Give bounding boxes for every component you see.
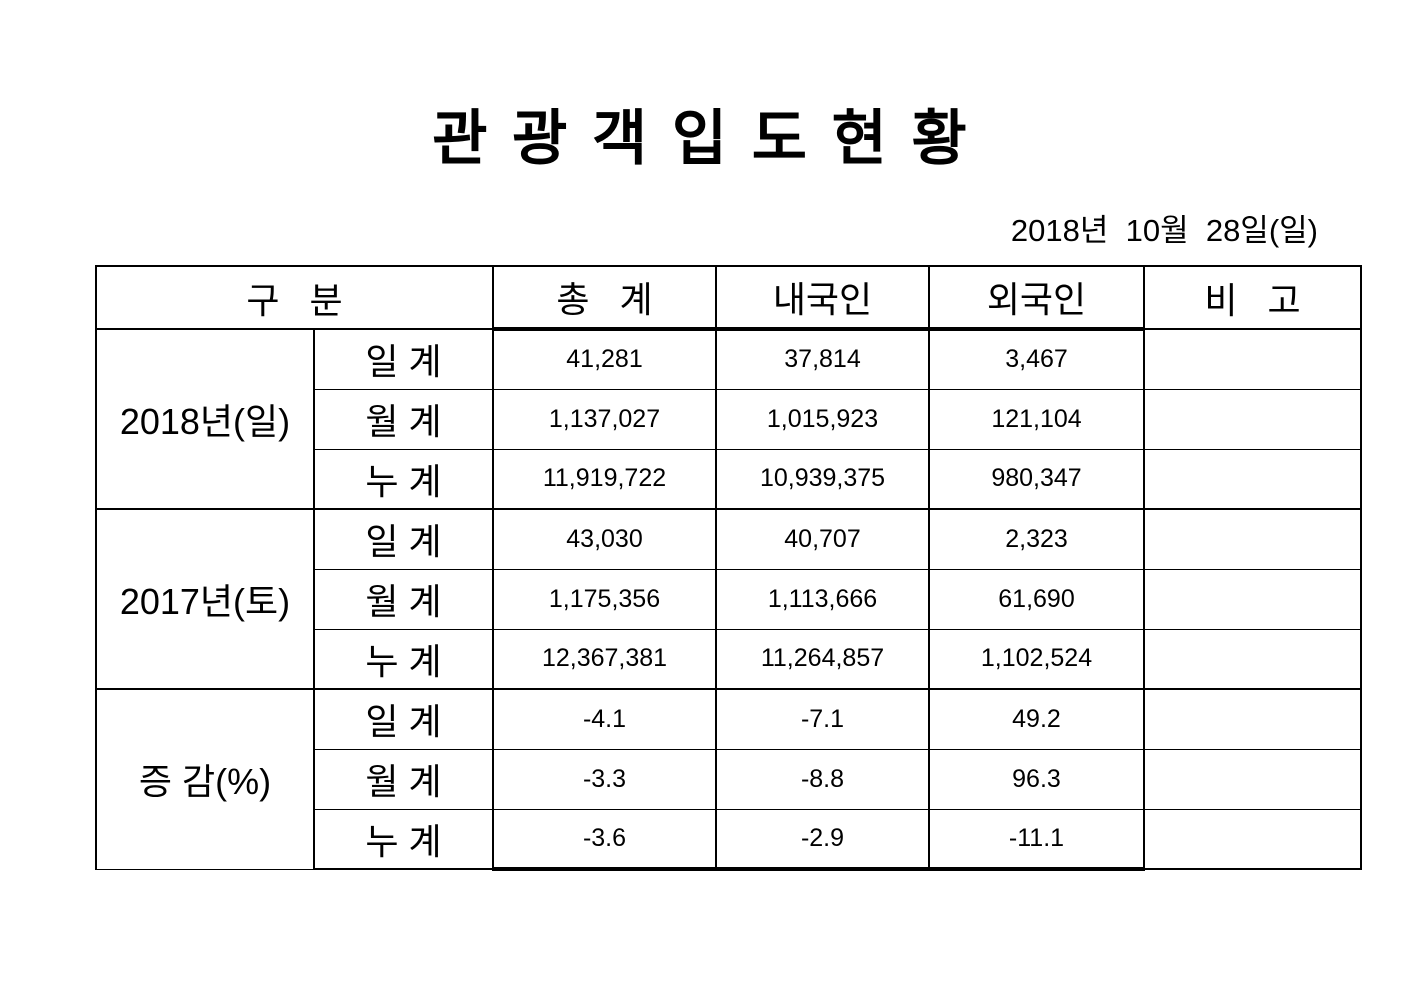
- table-row: 월 계 -3.3 -8.8 96.3: [96, 748, 1362, 810]
- note-cell: [1143, 448, 1362, 510]
- page-title: 관 광 객 입 도 현 황: [432, 105, 971, 172]
- total-cell: 12,367,381: [492, 628, 717, 690]
- header-total: 총 계: [492, 265, 717, 331]
- total-cell: -3.6: [492, 808, 717, 871]
- note-cell: [1143, 748, 1362, 810]
- domestic-cell: -8.8: [715, 748, 930, 810]
- section-label-change: 증 감(%): [95, 688, 315, 870]
- domestic-cell: 37,814: [715, 328, 930, 390]
- period-cell: 월 계: [313, 748, 494, 810]
- header-domestic: 내국인: [715, 265, 930, 331]
- period-cell: 일 계: [313, 688, 494, 750]
- domestic-cell: 1,113,666: [715, 568, 930, 630]
- report-date: 2018년 10월 28일(일): [1010, 213, 1318, 248]
- section-label-2017: 2017년(토): [95, 508, 315, 690]
- foreign-cell: 61,690: [928, 568, 1145, 630]
- note-cell: [1143, 628, 1362, 690]
- note-cell: [1143, 688, 1362, 750]
- domestic-cell: 10,939,375: [715, 448, 930, 510]
- foreign-cell: 96.3: [928, 748, 1145, 810]
- note-cell: [1143, 808, 1362, 870]
- foreign-cell: -11.1: [928, 808, 1145, 871]
- table-row: 월 계 1,175,356 1,113,666 61,690: [96, 568, 1362, 630]
- header-row: 구 분 총 계 내국인 외국인 비 고: [95, 265, 1362, 331]
- period-cell: 월 계: [313, 388, 494, 450]
- note-cell: [1143, 508, 1362, 570]
- domestic-cell: 1,015,923: [715, 388, 930, 450]
- table-row: 누 계 11,919,722 10,939,375 980,347: [96, 448, 1362, 510]
- period-cell: 누 계: [313, 628, 494, 690]
- domestic-cell: -7.1: [715, 688, 930, 750]
- domestic-cell: -2.9: [715, 808, 930, 871]
- total-cell: 41,281: [492, 328, 717, 390]
- note-cell: [1143, 328, 1362, 390]
- foreign-cell: 980,347: [928, 448, 1145, 510]
- total-cell: 1,175,356: [492, 568, 717, 630]
- foreign-cell: 1,102,524: [928, 628, 1145, 690]
- period-cell: 일 계: [313, 328, 494, 390]
- domestic-cell: 11,264,857: [715, 628, 930, 690]
- table-row: 증 감(%) 일 계 -4.1 -7.1 49.2: [95, 688, 1362, 870]
- table-row: 2018년(일) 일 계 41,281 37,814 3,467: [95, 328, 1362, 510]
- period-cell: 누 계: [313, 448, 494, 510]
- section-label-2018: 2018년(일): [95, 328, 315, 510]
- period-cell: 월 계: [313, 568, 494, 630]
- foreign-cell: 3,467: [928, 328, 1145, 390]
- note-cell: [1143, 568, 1362, 630]
- table-row: 누 계 -3.6 -2.9 -11.1: [96, 808, 1362, 871]
- note-cell: [1143, 388, 1362, 450]
- total-cell: 1,137,027: [492, 388, 717, 450]
- foreign-cell: 2,323: [928, 508, 1145, 570]
- table-row: 2017년(토) 일 계 43,030 40,707 2,323: [95, 508, 1362, 690]
- period-cell: 누 계: [313, 808, 494, 870]
- foreign-cell: 49.2: [928, 688, 1145, 750]
- domestic-cell: 40,707: [715, 508, 930, 570]
- total-cell: 43,030: [492, 508, 717, 570]
- table-row: 누 계 12,367,381 11,264,857 1,102,524: [96, 628, 1362, 690]
- total-cell: 11,919,722: [492, 448, 717, 510]
- period-cell: 일 계: [313, 508, 494, 570]
- header-foreign: 외국인: [928, 265, 1145, 331]
- header-note: 비 고: [1143, 265, 1362, 330]
- total-cell: -3.3: [492, 748, 717, 810]
- total-cell: -4.1: [492, 688, 717, 750]
- header-category: 구 분: [95, 265, 494, 330]
- foreign-cell: 121,104: [928, 388, 1145, 450]
- tourist-arrivals-table: 구 분 총 계 내국인 외국인 비 고 2018년(일) 일 계 41,281 …: [95, 265, 1362, 871]
